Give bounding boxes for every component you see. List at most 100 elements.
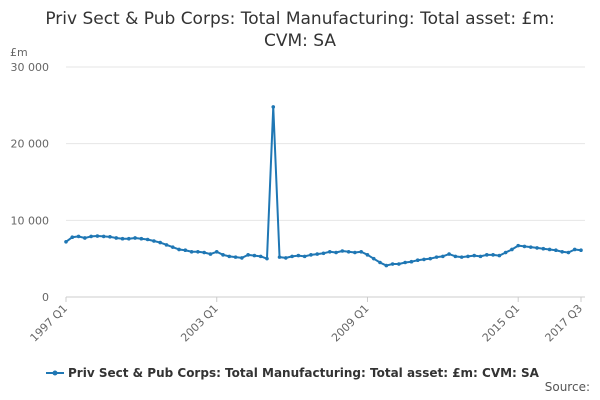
data-point [158,240,163,245]
x-axis: 1997 Q1 2003 Q1 2009 Q1 2015 Q1 2017 Q3 [28,297,586,345]
grid-lines [66,66,585,298]
data-point [390,262,395,266]
data-point [453,254,458,259]
data-point [309,253,313,257]
data-point [315,252,320,256]
data-point [327,249,332,254]
data-point [214,249,219,254]
data-point [516,243,520,248]
data-point [221,253,225,257]
data-point [277,255,282,259]
legend-swatch-marker [52,370,58,376]
data-point [114,236,119,240]
data-point [409,259,414,264]
data-point [208,252,213,256]
data-point [428,256,433,261]
data-point [334,250,338,255]
data-point [566,250,571,255]
data-point [535,246,539,250]
source-label: Source: [544,380,590,394]
data-point [108,235,112,239]
data-point [528,245,533,249]
y-tick-label: 20 000 [11,138,50,151]
data-point [271,105,276,109]
data-point [252,253,257,258]
data-point [365,253,370,257]
data-point [522,244,527,249]
data-point [422,257,426,262]
data-point [302,254,307,259]
data-point [164,243,169,247]
data-point [541,246,546,251]
data-point [246,253,250,257]
data-point [359,249,363,254]
y-tick-label: 0 [42,291,49,304]
x-tick-label: 2009 Q1 [329,302,372,345]
data-point [133,236,137,240]
data-point [189,249,194,254]
data-point [572,247,577,252]
data-point [346,249,351,254]
data-point [240,256,244,260]
data-point [459,255,464,259]
data-point [415,258,420,263]
data-point [196,249,200,254]
data-point [397,262,401,266]
data-point [554,248,558,253]
data-point [478,254,483,259]
data-point [290,254,294,259]
y-unit-label: £m [10,46,28,59]
data-point [95,234,100,238]
data-point [265,256,269,261]
data-point [321,251,326,256]
legend[interactable]: Priv Sect & Pub Corps: Total Manufacturi… [46,366,540,380]
data-point [560,249,564,254]
data-point [83,236,87,240]
data-point [403,260,407,265]
legend-label: Priv Sect & Pub Corps: Total Manufacturi… [68,366,540,380]
data-point [466,254,470,259]
data-point [177,247,181,252]
data-point [472,253,477,258]
data-point [296,253,301,258]
data-point [76,234,81,239]
data-point [227,254,232,259]
data-point [170,245,175,249]
y-tick-label: 10 000 [11,214,50,227]
data-point [202,250,206,255]
y-axis-ticks: 0 10 000 20 000 30 000 [11,61,50,304]
data-point [120,236,125,241]
y-tick-label: 30 000 [11,61,50,74]
data-point [371,256,376,261]
series-group [64,105,583,268]
data-point [579,248,583,253]
data-point [510,247,514,252]
x-tick-label: 2017 Q3 [543,302,586,345]
x-tick-label: 1997 Q1 [28,302,71,345]
data-point [547,247,552,252]
data-point [353,250,357,255]
data-point [378,260,382,265]
x-tick-label: 2003 Q1 [178,302,221,345]
data-point [64,240,68,244]
data-point [89,234,93,239]
data-point [70,235,75,239]
data-point [434,255,439,259]
data-point [441,254,445,259]
data-point [183,248,188,253]
series-line [65,105,582,267]
data-point [340,249,345,253]
data-point [384,263,389,268]
chart-title: Priv Sect & Pub Corps: Total Manufacturi… [0,8,600,52]
data-point [139,236,144,241]
data-point [145,237,150,242]
data-point [258,254,263,259]
chart-title-line1: Priv Sect & Pub Corps: Total Manufacturi… [45,9,555,29]
data-point [491,253,495,257]
data-point [101,234,106,239]
data-point [447,252,451,256]
data-point [484,253,489,257]
data-point [497,253,502,258]
data-point [284,256,288,260]
x-tick-label: 2015 Q1 [480,302,523,345]
